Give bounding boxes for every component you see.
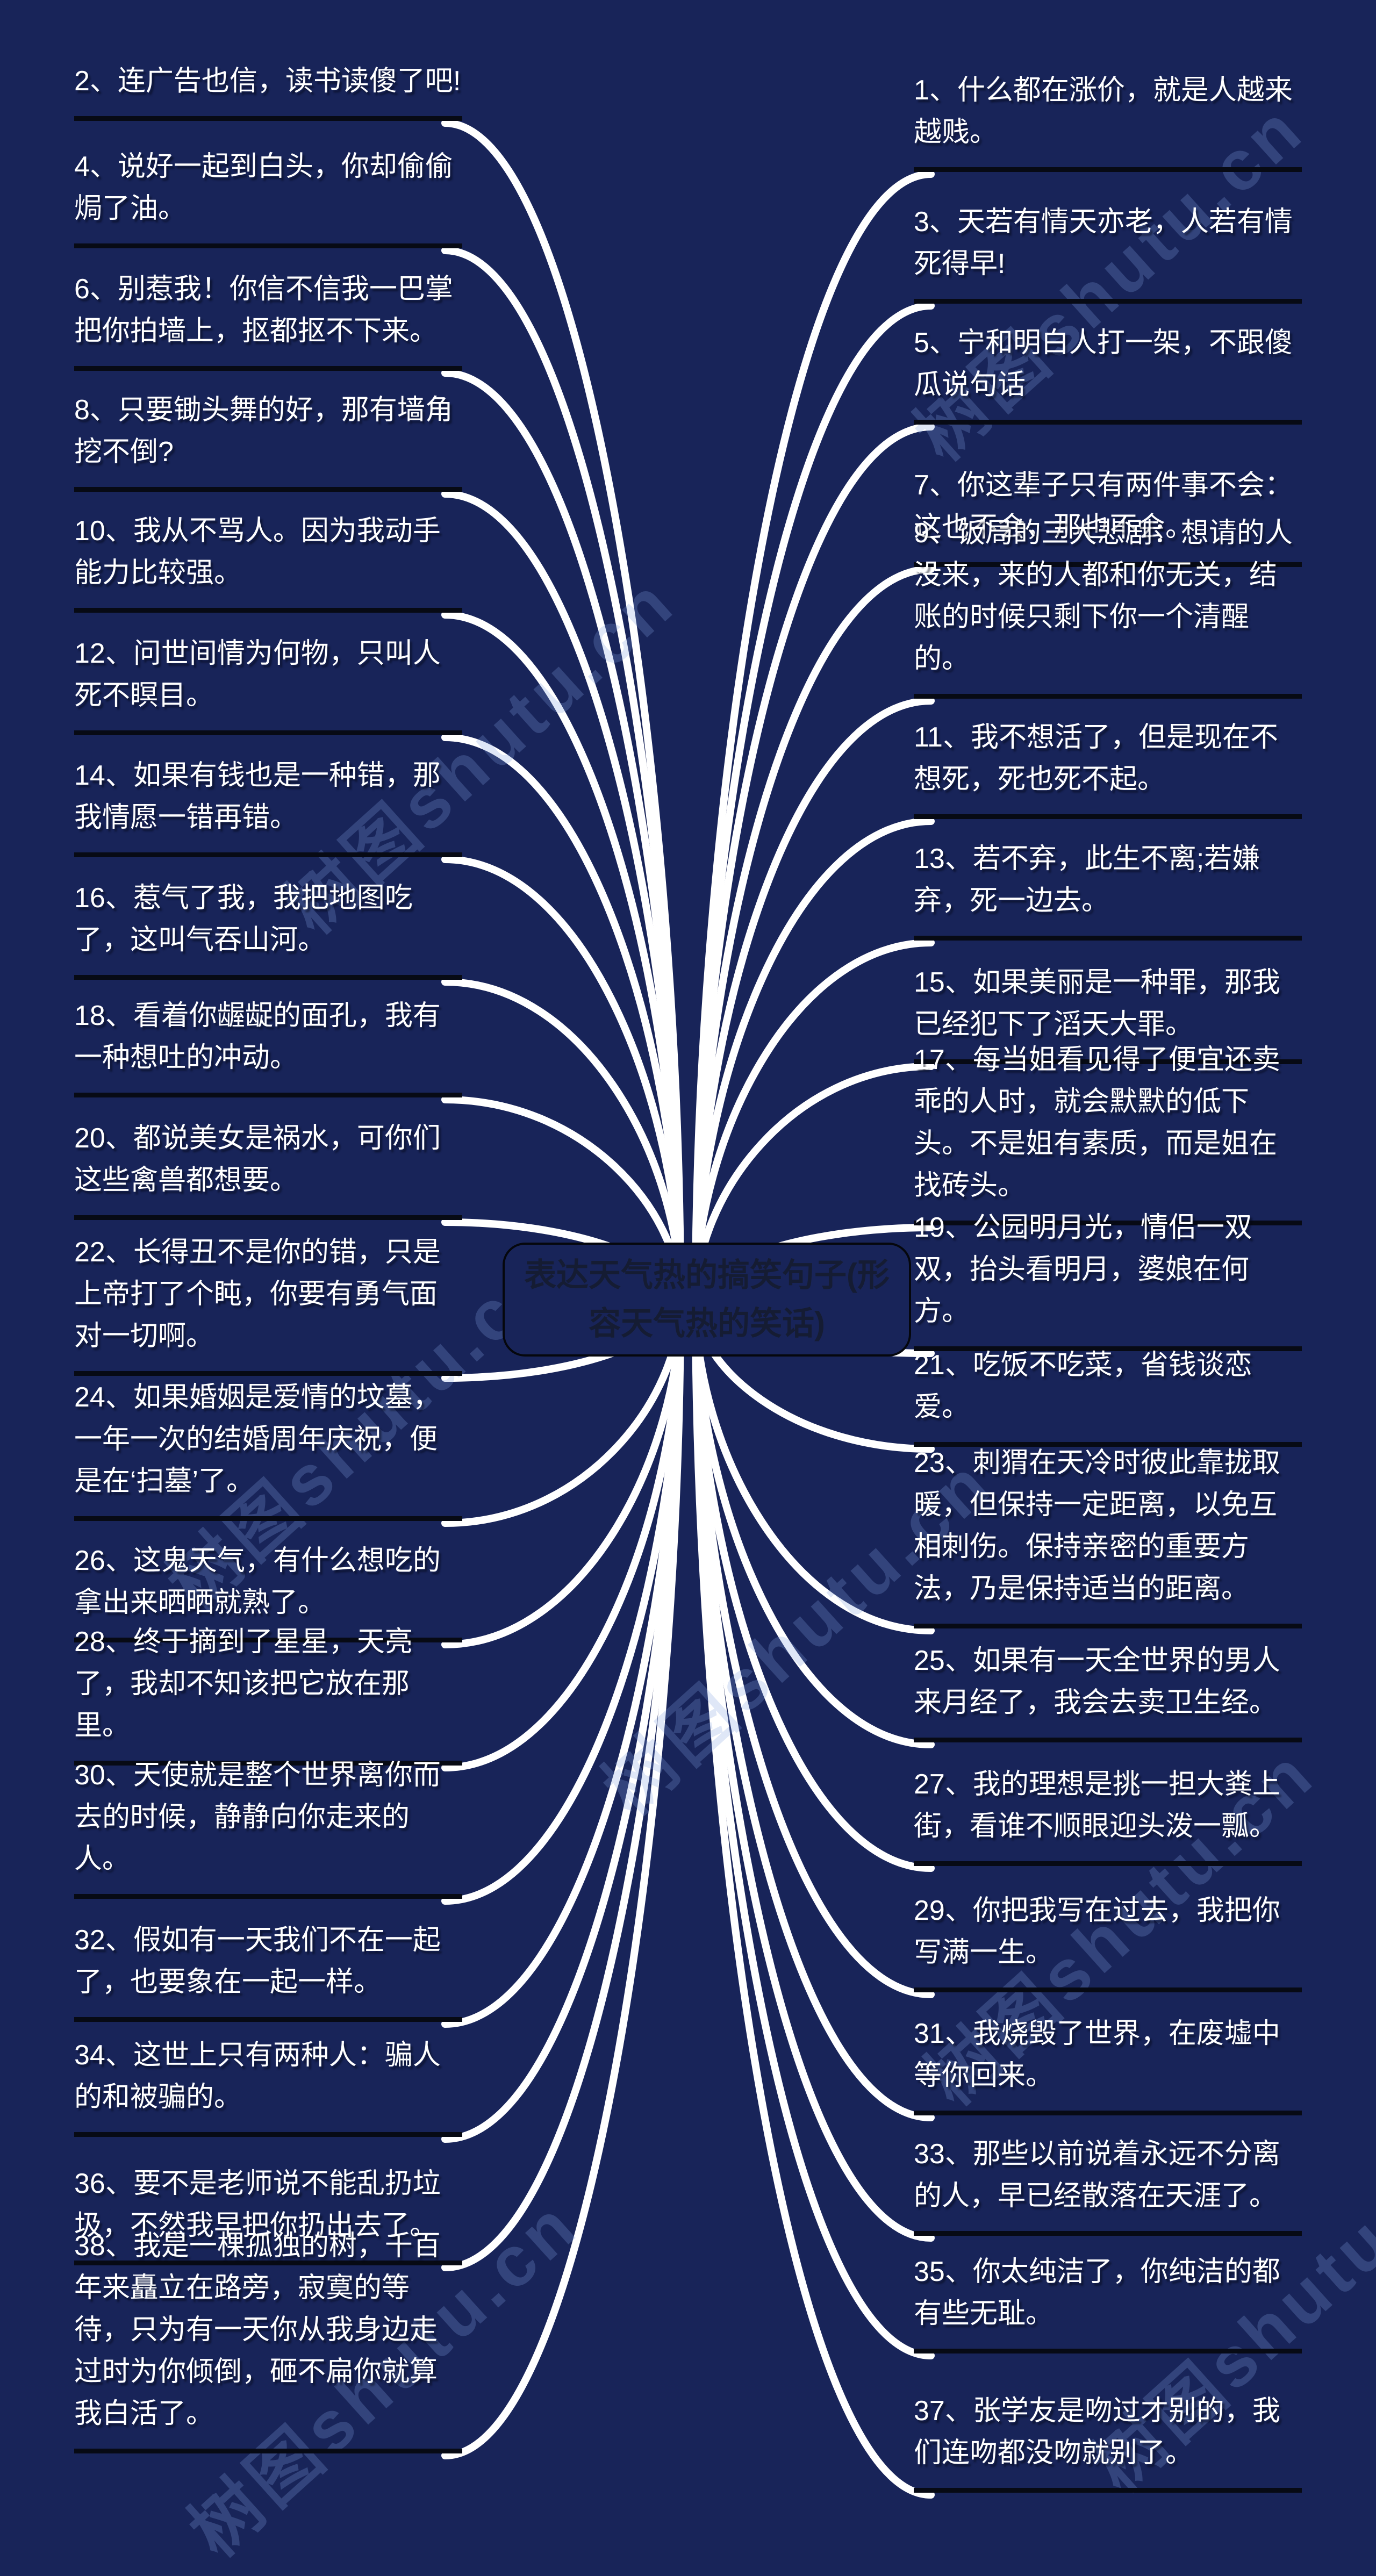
connector-curve	[692, 1297, 935, 2242]
list-item: 34、这世上只有两种人：骗人的和被骗的。	[74, 2034, 462, 2137]
list-item: 1、什么都在涨价，就是人越来越贱。	[914, 69, 1302, 172]
list-item: 29、你把我写在过去，我把你写满一生。	[914, 1890, 1302, 1992]
list-item: 35、你太纯洁了，你纯洁的都有些无耻。	[914, 2251, 1302, 2353]
connector-curve	[441, 978, 684, 1304]
connector-curve	[692, 1297, 935, 1748]
list-item: 36、要不是老师说不能乱扔垃圾，不然我早把你扔出去了。	[74, 2163, 462, 2265]
connector-curve	[441, 1297, 684, 2459]
list-item: 2、连广告也信，读书读傻了吧!	[74, 60, 462, 121]
list-item: 38、我是一棵孤独的树，千百年来矗立在路旁，寂寞的等待，只为有一天你从我身边走过…	[74, 2225, 462, 2453]
list-item: 12、问世间情为何物，只叫人死不瞑目。	[74, 633, 462, 735]
list-item: 9、饭局的三大悲剧：想请的人没来，来的人都和你无关，结账的时候只剩下你一个清醒的…	[914, 512, 1302, 699]
connector-curve	[692, 302, 935, 1304]
list-item: 16、惹气了我，我把地图吃了，这叫气吞山河。	[74, 877, 462, 980]
connector-curve	[441, 369, 684, 1304]
list-item: 4、说好一起到白头，你却偷偷焗了油。	[74, 146, 462, 248]
list-item: 23、刺猬在天冷时彼此靠拢取暖，但保持一定距离，以免互相刺伤。保持亲密的重要方法…	[914, 1442, 1302, 1628]
list-item: 6、别惹我！你信不信我一巴掌把你拍墙上，抠都抠不下来。	[74, 268, 462, 371]
list-item: 19、公园明月光，情侣一双双，抬头看明月，婆娘在何方。	[914, 1207, 1302, 1351]
connector-curve	[692, 1297, 935, 2121]
list-item: 8、只要锄头舞的好，那有墙角挖不倒?	[74, 389, 462, 492]
list-item: 27、我的理想是挑一担大粪上街，看谁不顺眼迎头泼一瓢。	[914, 1763, 1302, 1866]
connector-curve	[692, 817, 935, 1304]
connector-curve	[441, 1297, 684, 1905]
list-item: 31、我烧毁了世界，在废墟中等你回来。	[914, 2013, 1302, 2115]
list-item: 20、都说美女是祸水，可你们这些禽兽都想要。	[74, 1117, 462, 1220]
list-item: 10、我从不骂人。因为我动手能力比较强。	[74, 510, 462, 613]
list-item: 3、天若有情天亦老，人若有情死得早!	[914, 201, 1302, 304]
list-item: 37、张学友是吻过才别的，我们连吻都没吻就别了。	[914, 2390, 1302, 2493]
list-item: 7、你这辈子只有两件事不会：这也不会，那也不会。	[914, 464, 1302, 567]
list-item: 15、如果美丽是一种罪，那我已经犯下了滔天大罪。	[914, 961, 1302, 1064]
list-item: 21、吃饭不吃菜，省钱谈恋爱。	[914, 1344, 1302, 1447]
list-item: 5、宁和明白人打一架，不跟傻瓜说句话	[914, 322, 1302, 425]
list-item: 18、看着你龌龊的面孔，我有一种想吐的冲动。	[74, 995, 462, 1097]
list-item: 11、我不想活了，但是现在不想死，死也死不起。	[914, 716, 1302, 819]
list-item: 32、假如有一天我们不在一起了，也要象在一起一样。	[74, 1919, 462, 2022]
connector-curve	[441, 856, 684, 1304]
list-item: 24、如果婚姻是爱情的坟墓，一年一次的结婚周年庆祝，便是在‘扫墓’了。	[74, 1376, 462, 1521]
list-item: 33、那些以前说着永远不分离的人，早已经散落在天涯了。	[914, 2133, 1302, 2236]
list-item: 14、如果有钱也是一种错，那我情愿一错再错。	[74, 755, 462, 857]
list-item: 26、这鬼天气，有什么想吃的拿出来晒晒就熟了。	[74, 1540, 462, 1642]
list-item: 17、每当姐看见得了便宜还卖乖的人时，就会默默的低下头。不是姐有素质，而是姐在找…	[914, 1039, 1302, 1225]
connector-curve	[692, 1297, 935, 2499]
connector-curve	[692, 423, 935, 1304]
list-item: 13、若不弃，此生不离;若嫌弃，死一边去。	[914, 838, 1302, 941]
connector-curve	[441, 490, 684, 1304]
connector-curve	[692, 939, 935, 1304]
list-item: 22、长得丑不是你的错，只是上帝打了个盹，你要有勇气面对一切啊。	[74, 1231, 462, 1376]
list-item: 30、天使就是整个世界离你而去的时候，静静向你走来的人。	[74, 1754, 462, 1899]
center-node: 表达天气热的搞笑句子(形容天气热的笑话)	[503, 1243, 911, 1357]
list-item: 25、如果有一天全世界的男人来月经了，我会去卖卫生经。	[914, 1640, 1302, 1742]
connector-curve	[441, 1297, 684, 2271]
center-title: 表达天气热的搞笑句子(形容天气热的笑话)	[524, 1257, 890, 1341]
list-item: 28、终于摘到了星星，天亮了，我却不知该把它放在那里。	[74, 1621, 462, 1766]
